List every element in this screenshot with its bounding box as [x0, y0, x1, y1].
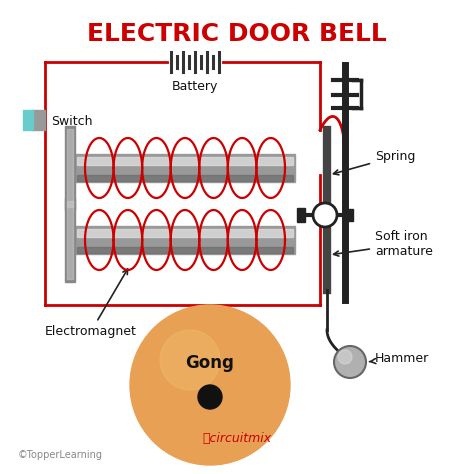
Bar — [67, 201, 73, 279]
Text: Gong: Gong — [185, 354, 235, 372]
Bar — [65, 126, 75, 210]
Bar — [77, 157, 293, 165]
Bar — [67, 129, 73, 207]
Text: ELECTRIC DOOR BELL: ELECTRIC DOOR BELL — [87, 22, 387, 46]
Text: Switch: Switch — [51, 115, 92, 128]
Bar — [297, 208, 305, 222]
Circle shape — [198, 385, 222, 409]
Bar — [77, 175, 293, 181]
Text: Hammer: Hammer — [369, 352, 429, 365]
Bar — [65, 198, 75, 282]
Bar — [345, 209, 353, 221]
Bar — [31, 110, 45, 130]
Text: Spring: Spring — [334, 150, 415, 175]
Text: Soft iron
armature: Soft iron armature — [334, 230, 433, 258]
Bar — [23, 110, 33, 130]
Bar — [75, 154, 295, 182]
Bar — [75, 226, 295, 254]
Text: Electromagnet: Electromagnet — [45, 269, 137, 338]
Text: ©TopperLearning: ©TopperLearning — [18, 450, 103, 460]
Bar — [77, 229, 293, 237]
Circle shape — [334, 346, 366, 378]
Circle shape — [160, 330, 220, 390]
Text: ⓘcircuitmix: ⓘcircuitmix — [202, 432, 272, 445]
Circle shape — [338, 350, 352, 364]
Circle shape — [130, 305, 290, 465]
Circle shape — [313, 203, 337, 227]
Text: Battery: Battery — [172, 80, 218, 93]
Bar — [77, 247, 293, 253]
